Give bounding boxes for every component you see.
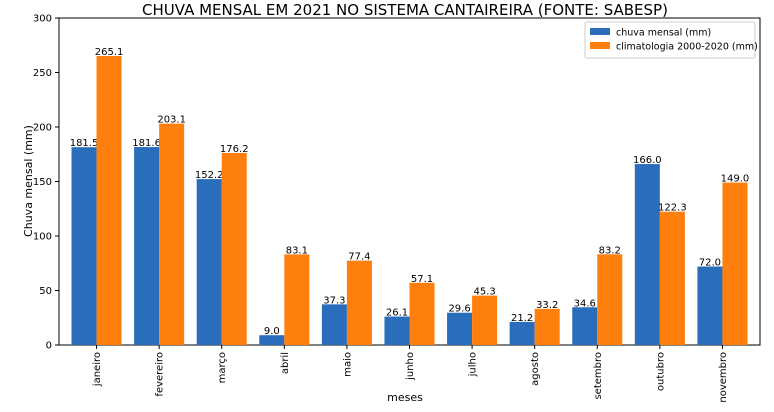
bar-climatologia-abril	[284, 254, 310, 345]
bar-chuva-mensal-janeiro	[71, 147, 97, 345]
x-tick-label: maio	[342, 352, 353, 377]
data-label: 33.2	[536, 300, 558, 311]
data-label: 166.0	[633, 155, 662, 166]
y-tick-label: 50	[39, 286, 52, 297]
bar-climatologia-janeiro	[96, 56, 122, 345]
legend: chuva mensal (mm) climatologia 2000-2020 …	[584, 21, 758, 59]
bar-chuva-mensal-fevereiro	[134, 147, 160, 345]
bar-climatologia-julho	[472, 295, 498, 345]
bar-climatologia-maio	[346, 260, 372, 345]
legend-label: climatologia 2000-2020 (mm)	[616, 42, 758, 53]
y-tick-label: 300	[33, 14, 52, 25]
data-label: 77.4	[348, 252, 370, 263]
data-label: 37.3	[323, 295, 345, 306]
x-tick-label: setembro	[593, 352, 604, 400]
bar-chuva-mensal-maio	[321, 304, 347, 345]
bar-climatologia-outubro	[659, 211, 685, 345]
bar-chuva-mensal-agosto	[509, 321, 535, 345]
y-axis-label: Chuva mensal (mm)	[22, 125, 35, 237]
y-tick-label: 100	[33, 232, 52, 243]
bar-chuva-mensal-outubro	[634, 164, 660, 345]
plot-area: 0 50 100 150 200 250 300 181.5 265.1 janeiro 181.6…	[33, 14, 761, 403]
x-tick-label: março	[217, 352, 228, 383]
data-label: 122.3	[658, 203, 687, 214]
bar-climatologia-agosto	[534, 308, 560, 345]
x-tick-label: agosto	[530, 352, 541, 386]
legend-label: chuva mensal (mm)	[616, 28, 711, 39]
data-label: 203.1	[157, 115, 186, 126]
bar-climatologia-fevereiro	[159, 123, 185, 345]
data-label: 45.3	[473, 287, 495, 298]
data-label: 265.1	[95, 47, 124, 58]
bar-climatologia-setembro	[597, 254, 623, 345]
x-tick-label: abril	[280, 352, 291, 374]
x-tick-label: fevereiro	[155, 352, 166, 397]
data-label: 83.1	[286, 245, 308, 256]
legend-swatch-climatologia	[590, 42, 610, 49]
data-label: 176.2	[220, 144, 249, 155]
data-label: 72.0	[699, 258, 721, 269]
y-tick-label: 200	[33, 123, 52, 134]
bar-chuva-mensal-setembro	[572, 307, 598, 345]
y-tick-label: 250	[33, 68, 52, 79]
data-label: 34.6	[574, 298, 596, 309]
bar-climatologia-junho	[409, 282, 435, 345]
x-tick-label: janeiro	[92, 352, 103, 387]
data-label: 21.2	[511, 313, 533, 324]
bar-climatologia-novembro	[722, 182, 748, 345]
legend-swatch-chuva-mensal	[590, 28, 610, 35]
bar-chuva-mensal-abril	[259, 335, 285, 345]
bar-chuva-mensal-novembro	[697, 266, 723, 345]
data-label: 152.2	[195, 170, 224, 181]
bar-chuva-mensal-julho	[447, 312, 473, 345]
data-label: 57.1	[411, 274, 433, 285]
data-label: 149.0	[721, 174, 750, 185]
x-tick-label: novembro	[718, 352, 729, 403]
bar-chuva-mensal-junho	[384, 316, 410, 345]
chart-title: CHUVA MENSAL EM 2021 NO SISTEMA CANTAIRE…	[142, 1, 668, 19]
data-label: 29.6	[448, 304, 470, 315]
data-label: 181.5	[70, 138, 99, 149]
bar-chuva-mensal-março	[196, 179, 222, 345]
data-label: 26.1	[386, 308, 408, 319]
x-tick-label: julho	[468, 352, 479, 377]
x-tick-label: outubro	[655, 352, 666, 391]
y-tick-label: 0	[46, 341, 52, 352]
y-tick-label: 150	[33, 177, 52, 188]
x-tick-label: junho	[405, 352, 416, 381]
legend-box	[584, 21, 756, 59]
data-label: 83.2	[599, 245, 621, 256]
bar-climatologia-março	[221, 152, 247, 345]
x-axis-label: meses	[387, 391, 423, 404]
data-label: 9.0	[264, 326, 280, 337]
data-label: 181.6	[132, 138, 161, 149]
